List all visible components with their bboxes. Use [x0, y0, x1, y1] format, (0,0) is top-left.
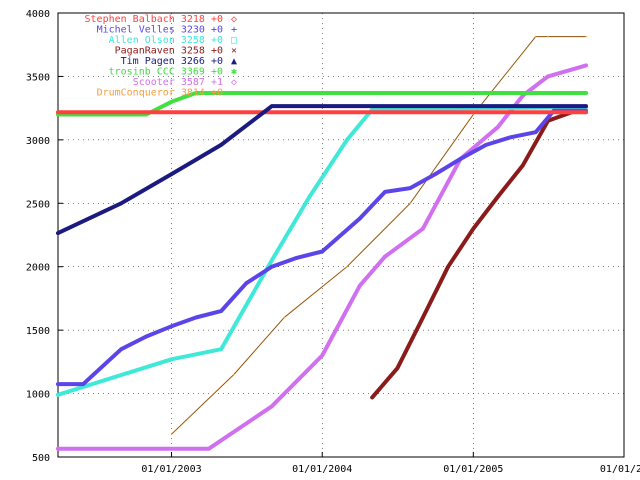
series-point — [584, 110, 588, 115]
series-point — [270, 258, 274, 263]
y-tick-label: 1000 — [26, 390, 50, 401]
legend-entry: PaganRaven 3258 +0 — [115, 46, 223, 57]
legend-marker-icon: ◇ — [231, 77, 237, 88]
series-point — [169, 357, 174, 362]
legend-marker-icon: □ — [231, 35, 237, 46]
series-point — [119, 347, 123, 351]
series-point — [233, 373, 235, 376]
series-point — [170, 433, 173, 435]
series-point — [357, 283, 362, 288]
series-point — [495, 195, 500, 199]
series-point — [546, 74, 550, 79]
series-point — [169, 324, 174, 329]
y-tick-label: 3500 — [26, 72, 50, 83]
legend-marker-icon: ▲ — [231, 56, 237, 67]
series-point — [409, 202, 411, 205]
series-point — [144, 334, 149, 339]
x-tick-label: 01/01/2005 — [443, 464, 503, 475]
y-tick-label: 4000 — [26, 9, 50, 20]
y-tick-label: 2500 — [26, 199, 50, 210]
series-point — [56, 231, 60, 235]
legend-entry: Stephen Balbach 3218 +0 — [85, 14, 223, 25]
series-point — [194, 91, 198, 95]
legend-entry: Scooter 3587 +1 — [133, 77, 223, 88]
y-tick-label: 3000 — [26, 136, 50, 147]
legend-entry: Allen Olson 3258 +0 — [109, 35, 223, 46]
series-point — [320, 353, 325, 358]
series-point — [206, 446, 211, 451]
series-point — [244, 281, 249, 286]
legend-entry: Tim Pagen 3266 +0 — [121, 56, 223, 67]
y-axis: 500 1000 1500 2000 2500 3000 3500 4000 — [26, 9, 63, 464]
legend-marker-icon: × — [231, 46, 237, 57]
legend-entry: trosinb CCC 3369 +0 — [109, 67, 223, 78]
series-point — [584, 91, 588, 95]
legend-marker-icon: + — [231, 25, 237, 36]
series-point — [547, 35, 549, 38]
y-tick-label: 500 — [32, 453, 50, 464]
series-point — [81, 382, 85, 386]
series-point — [270, 264, 274, 269]
series-point — [395, 366, 400, 371]
series-point — [585, 35, 587, 38]
series-point — [307, 195, 312, 199]
series-point — [508, 135, 513, 140]
series-point — [169, 172, 174, 176]
grid — [58, 12, 624, 458]
series-point — [320, 249, 325, 254]
legend-marker-icon: ◇ — [231, 14, 237, 25]
series-point — [446, 264, 450, 269]
series-point — [270, 404, 274, 409]
series-point — [471, 226, 476, 231]
legend-marker-icon: ✱ — [231, 67, 237, 78]
series-point — [383, 254, 387, 259]
series-point — [584, 63, 588, 68]
series-point — [219, 143, 223, 147]
series-line-4 — [56, 104, 588, 236]
series-point — [458, 157, 463, 161]
series-point — [219, 309, 223, 313]
legend-entry: Michel Velles 3230 +0 — [97, 25, 223, 36]
series-point — [282, 104, 287, 108]
series-point — [495, 125, 500, 129]
series-point — [219, 347, 223, 351]
series-point — [521, 163, 525, 168]
series-point — [533, 130, 538, 135]
x-axis: 01/01/2003 01/01/2004 01/01/2005 01/01/20 — [141, 452, 640, 475]
series-point — [408, 186, 412, 190]
series-point — [56, 110, 60, 115]
series-point — [383, 190, 387, 194]
x-tick-label: 01/01/20 — [600, 464, 640, 475]
x-tick-label: 01/01/2004 — [292, 464, 352, 475]
series-point — [295, 256, 299, 260]
series-lines — [56, 35, 588, 451]
series-point — [345, 138, 349, 142]
y-tick-label: 2000 — [26, 263, 50, 274]
series-line-6 — [56, 63, 588, 451]
series-point — [270, 104, 274, 108]
series-point — [56, 446, 60, 451]
series-point — [56, 393, 60, 397]
series-point — [169, 100, 174, 104]
series-point — [584, 104, 588, 108]
series-point — [346, 265, 348, 268]
x-tick-label: 01/01/2003 — [141, 464, 201, 475]
series-point — [421, 315, 425, 320]
series-point — [283, 316, 286, 319]
y-tick-label: 1500 — [26, 326, 50, 337]
series-line-2 — [56, 105, 588, 397]
series-point — [421, 226, 425, 231]
legend: Stephen Balbach 3218 +0 ◇ Michel Velles 32… — [85, 14, 238, 99]
series-point — [56, 382, 60, 386]
series-point — [484, 143, 488, 147]
legend-entry: DrumConqueror 3814 +0 — [97, 88, 223, 99]
series-point — [194, 315, 198, 320]
series-point — [370, 395, 374, 400]
series-point — [534, 35, 537, 38]
series-point — [433, 172, 438, 176]
series-point — [357, 216, 362, 221]
series-point — [119, 201, 123, 206]
